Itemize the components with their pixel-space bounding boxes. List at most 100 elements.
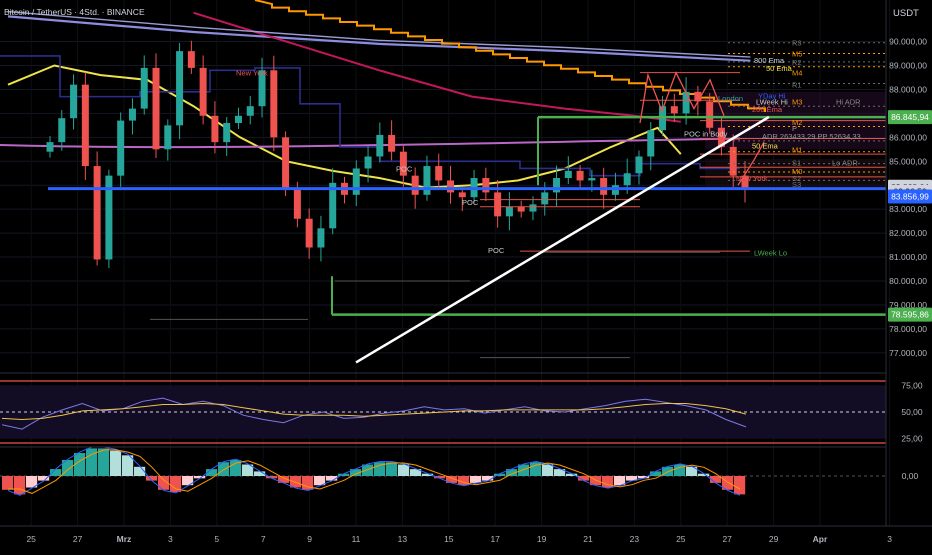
rsi-tick-label: 75,00	[901, 380, 923, 390]
macd-histogram-bar	[218, 462, 230, 476]
lweek-hi-label: LWeek Hi	[756, 97, 788, 106]
p-label: P	[792, 124, 797, 133]
m3-label: M3	[792, 97, 802, 106]
pattern-arrow	[737, 141, 765, 186]
candle-body	[623, 173, 631, 186]
macd-histogram-bar	[386, 462, 398, 476]
s3-label: S3	[792, 180, 801, 189]
macd-histogram-bar	[134, 466, 146, 476]
macd-histogram-bar	[542, 464, 554, 476]
hi-adr-label: Hi ADR	[836, 97, 861, 106]
macd-histogram-bar	[170, 476, 182, 493]
time-tick-label: 23	[630, 534, 640, 544]
macd-histogram-bar	[566, 473, 578, 476]
candle-body	[694, 91, 702, 102]
time-tick-label: 29	[769, 534, 779, 544]
candle-body	[482, 178, 490, 193]
time-tick-label: 15	[444, 534, 454, 544]
macd-histogram-bar	[350, 469, 362, 476]
candle-body	[199, 67, 207, 116]
macd-histogram-bar	[518, 464, 530, 476]
macd-histogram-bar	[14, 476, 26, 495]
macd-histogram-bar	[302, 476, 314, 490]
ema50-label-2: 50 Ema	[752, 142, 779, 151]
macd-histogram-bar	[626, 476, 638, 481]
time-tick-label: 17	[490, 534, 500, 544]
macd-histogram-bar	[74, 453, 86, 476]
candle-body	[600, 178, 608, 195]
macd-histogram-bar	[710, 476, 722, 483]
rsi-line	[1, 397, 747, 430]
macd-histogram-bar	[374, 462, 386, 476]
candle-body	[152, 67, 160, 150]
candle-body	[140, 67, 148, 109]
price-tick-label: 81.000,00	[889, 252, 927, 262]
price-tick-label: 88.000,00	[889, 84, 927, 94]
newyork-label: New York	[736, 174, 768, 183]
price-tag-label: 86.845,94	[891, 112, 929, 122]
symbol-title[interactable]: Bitcoin / TetherUS · 4Std. · BINANCE	[4, 7, 145, 17]
poc-label: POC	[396, 164, 413, 173]
macd-histogram-bar	[650, 471, 662, 476]
macd-histogram-bar	[470, 476, 482, 483]
candle-body	[588, 178, 596, 181]
macd-histogram-bar	[614, 476, 626, 486]
rsi-pane	[0, 380, 886, 444]
time-tick-label: 25	[26, 534, 36, 544]
macd-histogram-bar	[2, 476, 14, 490]
poc-label: POC	[488, 246, 505, 255]
macd-histogram-bar	[722, 476, 734, 490]
m2-label: M2	[792, 118, 802, 127]
macd-histogram-bar	[182, 476, 194, 486]
s2-label: S2	[792, 174, 801, 183]
candle-body	[270, 70, 278, 138]
price-tick-label: 82.000,00	[889, 228, 927, 238]
candle-body	[128, 108, 136, 121]
macd-histogram-bar	[422, 473, 434, 476]
candle-body	[282, 137, 290, 191]
candle-body	[399, 151, 407, 176]
candle-body	[529, 204, 537, 212]
s1-label: S1	[792, 158, 801, 167]
price-tick-label: 86.000,00	[889, 132, 927, 142]
macd-histogram-bar	[578, 476, 590, 481]
macd-histogram-bar	[110, 450, 122, 476]
macd-histogram-bar	[278, 476, 290, 483]
macd-histogram-bar	[410, 469, 422, 476]
macd-histogram-bar	[290, 476, 302, 488]
currency-label[interactable]: USDT	[893, 8, 919, 19]
macd-histogram-bar	[698, 473, 710, 476]
macd-signal-line	[8, 449, 741, 494]
m5-label: M5	[792, 50, 802, 59]
macd-histogram-bar	[194, 476, 206, 479]
candle-body	[223, 122, 231, 143]
candle-body	[187, 51, 195, 68]
macd-histogram-bar	[338, 473, 350, 476]
time-tick-label: 3	[168, 534, 173, 544]
newyork-label: New York	[236, 69, 268, 78]
price-tick-label: 90.000,00	[889, 37, 927, 47]
time-tick-label: 19	[537, 534, 547, 544]
macd-histogram-bar	[266, 476, 278, 479]
candle-body	[553, 178, 561, 193]
candle-body	[576, 170, 584, 181]
macd-histogram-bar	[50, 469, 62, 476]
candle-body	[70, 84, 78, 119]
macd-histogram-bar	[638, 476, 650, 479]
price-tick-label: 89.000,00	[889, 60, 927, 70]
price-tag-label: 78.595,86	[891, 310, 929, 320]
candle-body	[447, 180, 455, 193]
macd-histogram-bar	[686, 466, 698, 476]
candle-body	[211, 115, 219, 143]
candle-body	[305, 218, 313, 248]
macd-histogram-bar	[230, 459, 242, 476]
candle-body	[58, 118, 66, 143]
macd-histogram-bar	[326, 476, 338, 481]
macd-histogram-bar	[26, 476, 38, 488]
time-tick-label: 7	[261, 534, 266, 544]
macd-histogram-bar	[506, 469, 518, 476]
candle-body	[423, 166, 431, 195]
candle-body	[541, 192, 549, 205]
